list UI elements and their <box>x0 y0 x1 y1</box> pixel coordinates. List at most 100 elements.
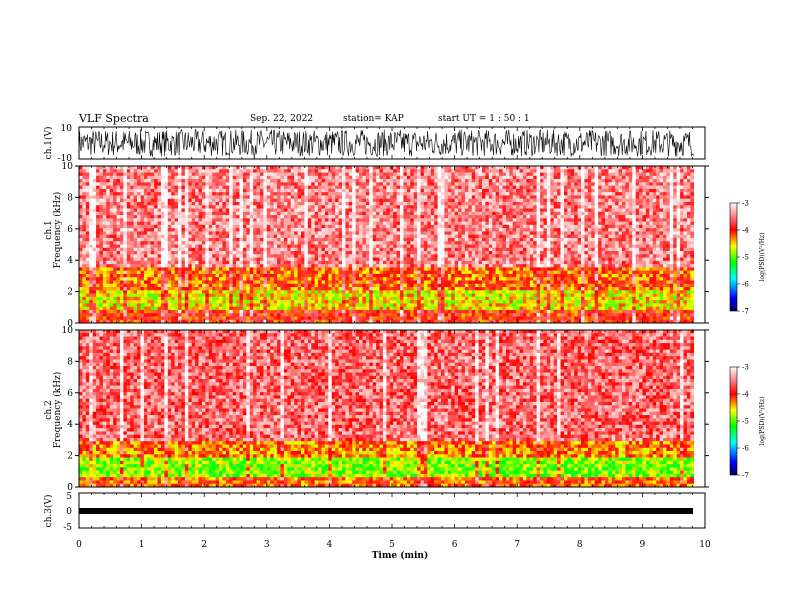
spectrum-cell <box>143 182 148 186</box>
spectrum-cell <box>454 192 459 196</box>
spectrum-cell <box>639 198 643 203</box>
spectrum-cell <box>430 205 435 209</box>
spectrum-cell <box>99 172 104 177</box>
spectrum-cell <box>236 244 240 249</box>
spectrum-cell <box>464 205 469 209</box>
spectrum-cell <box>577 169 582 173</box>
spectrum-cell <box>270 218 274 222</box>
spectrum-cell <box>478 251 483 255</box>
spectrum-cell <box>557 182 561 186</box>
spectrum-cell <box>123 247 128 252</box>
spectrum-cell <box>441 195 445 200</box>
spectrum-cell <box>137 166 141 170</box>
spectrum-cell <box>113 231 117 235</box>
spectrum-cell <box>563 251 568 255</box>
spectrum-cell <box>212 241 216 245</box>
spectrum-cell <box>543 169 548 173</box>
spectrum-cell <box>475 166 479 170</box>
spectrum-cell <box>263 198 268 203</box>
spectrum-cell <box>106 198 111 203</box>
spectrum-cell <box>150 228 155 232</box>
spectrum-cell <box>622 234 626 239</box>
spectrum-cell <box>536 166 541 170</box>
spectrum-cell <box>294 218 298 222</box>
spectrum-cell <box>495 182 500 186</box>
spectrum-cell <box>635 205 640 209</box>
spectrum-cell <box>335 175 339 180</box>
spectrum-cell <box>464 231 469 235</box>
spectrum-cell <box>92 215 97 219</box>
spectrum-cell <box>471 221 476 226</box>
spectrum-cell <box>242 198 247 203</box>
spectrum-cell <box>560 218 565 222</box>
spectrum-cell <box>451 195 455 200</box>
spectrum-cell <box>143 215 148 219</box>
spectrum-cell <box>249 244 254 249</box>
spectrum-cell <box>400 218 404 222</box>
spectrum-cell <box>355 208 360 213</box>
spectrum-cell <box>464 228 469 232</box>
spectrum-cell <box>403 234 408 239</box>
spectrum-cell <box>680 221 684 226</box>
spectrum-cell <box>150 175 155 180</box>
spectrum-cell <box>263 237 268 242</box>
spectrum-cell <box>413 237 418 242</box>
spectrum-cell <box>481 185 486 190</box>
spectrum-cell <box>659 215 664 219</box>
spectrum-cell <box>550 231 555 235</box>
spectrum-cell <box>464 195 469 200</box>
spectrum-cell <box>372 179 377 183</box>
spectrum-cell <box>437 228 442 232</box>
spectrum-cell <box>215 241 220 245</box>
spectrum-cell <box>540 228 544 232</box>
spectrum-cell <box>297 251 302 255</box>
spectrum-cell <box>447 192 452 196</box>
spectrum-cell <box>581 244 585 249</box>
spectrum-cell <box>300 251 305 255</box>
spectrum-cell <box>126 231 131 235</box>
spectrum-cell <box>509 185 514 190</box>
spectrum-cell <box>611 244 616 249</box>
spectrum-cell <box>546 234 551 239</box>
spectrum-cell <box>652 234 657 239</box>
spectrum-cell <box>113 221 117 226</box>
spectrum-cell <box>645 195 650 200</box>
spectrum-cell <box>584 172 589 177</box>
spectrum-cell <box>680 231 684 235</box>
spectrum-cell <box>140 221 145 226</box>
spectrum-cell <box>635 185 640 190</box>
spectrum-cell <box>495 237 500 242</box>
spectrum-cell <box>341 218 346 222</box>
spectrum-cell <box>451 198 455 203</box>
spectrum-cell <box>130 215 134 219</box>
spectrum-cell <box>509 169 514 173</box>
spectrum-cell <box>89 237 93 242</box>
spectrum-cell <box>543 215 548 219</box>
spectrum-cell <box>273 251 278 255</box>
spectrum-cell <box>393 182 397 186</box>
spectrum-cell <box>543 195 548 200</box>
spectrum-cell <box>536 198 541 203</box>
spectrum-cell <box>352 251 356 255</box>
spectrum-cell <box>481 195 486 200</box>
spectrum-cell <box>553 224 558 229</box>
spectrum-cell <box>454 179 459 183</box>
spectrum-cell <box>400 166 404 170</box>
spectrum-cell <box>652 224 657 229</box>
spectrum-cell <box>468 172 473 177</box>
spectrum-cell <box>625 241 630 245</box>
spectrum-cell <box>611 195 616 200</box>
spectrum-cell <box>574 182 578 186</box>
spectrum-cell <box>150 182 155 186</box>
spectrum-cell <box>475 237 479 242</box>
spectrum-cell <box>208 228 213 232</box>
spectrum-cell <box>157 211 162 216</box>
spectrum-cell <box>106 179 111 183</box>
spectrum-cell <box>150 251 155 255</box>
spectrum-cell <box>570 218 575 222</box>
spectrum-cell <box>628 208 633 213</box>
spectrum-cell <box>92 179 97 183</box>
spectrum-cell <box>604 224 609 229</box>
spectrum-cell <box>618 172 623 177</box>
spectrum-cell <box>666 205 671 209</box>
